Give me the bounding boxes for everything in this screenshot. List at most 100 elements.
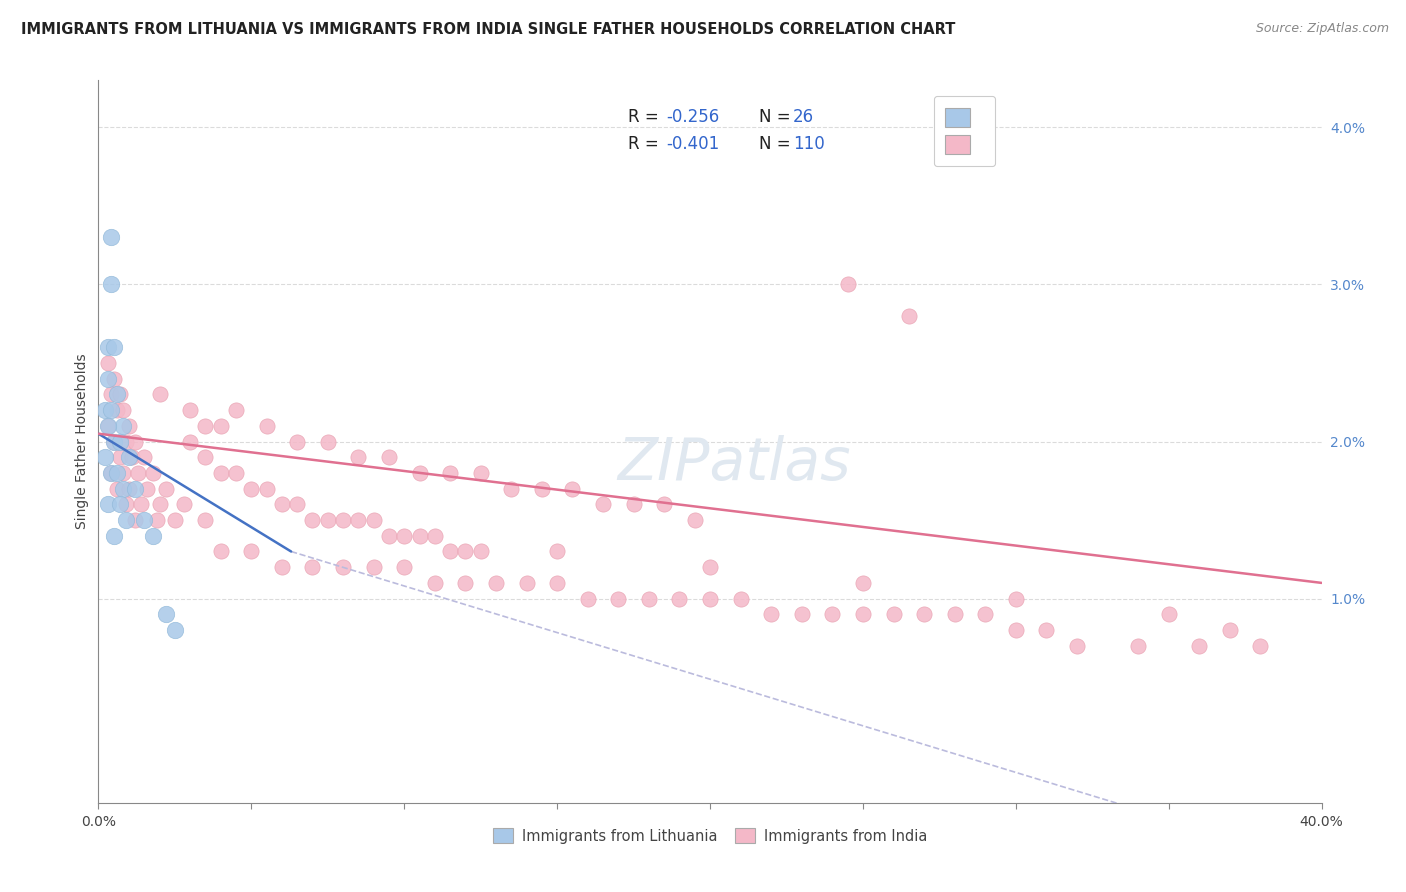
Point: [652, 497, 675, 511]
Point: [378, 450, 401, 465]
Y-axis label: Single Father Households: Single Father Households: [76, 354, 90, 529]
Point: [501, 482, 523, 496]
Point: [108, 387, 131, 401]
Point: [1188, 639, 1211, 653]
Point: [209, 466, 232, 480]
Point: [363, 560, 385, 574]
Point: [516, 575, 538, 590]
Text: -0.256: -0.256: [666, 108, 720, 126]
Point: [530, 482, 553, 496]
Point: [97, 356, 120, 370]
Point: [240, 544, 263, 558]
Point: [155, 482, 177, 496]
Point: [1035, 623, 1057, 637]
Point: [270, 560, 292, 574]
Point: [129, 497, 152, 511]
Point: [821, 607, 844, 622]
Text: N =: N =: [759, 108, 796, 126]
Point: [179, 403, 201, 417]
Point: [225, 466, 247, 480]
Point: [134, 450, 156, 465]
Point: [97, 418, 120, 433]
Point: [454, 544, 477, 558]
Point: [285, 497, 308, 511]
Point: [699, 560, 721, 574]
Point: [149, 387, 172, 401]
Point: [103, 529, 125, 543]
Point: [121, 450, 143, 465]
Point: [1219, 623, 1241, 637]
Point: [142, 466, 165, 480]
Point: [408, 529, 430, 543]
Point: [115, 434, 138, 449]
Point: [1249, 639, 1271, 653]
Point: [485, 575, 508, 590]
Point: [1128, 639, 1150, 653]
Point: [124, 513, 146, 527]
Point: [100, 277, 122, 292]
Point: [759, 607, 782, 622]
Point: [108, 450, 131, 465]
Point: [974, 607, 997, 622]
Point: [115, 497, 138, 511]
Point: [108, 497, 131, 511]
Point: [837, 277, 859, 292]
Point: [124, 482, 146, 496]
Point: [209, 544, 232, 558]
Text: -0.401: -0.401: [666, 135, 720, 153]
Point: [142, 529, 165, 543]
Point: [546, 544, 568, 558]
Point: [576, 591, 599, 606]
Point: [270, 497, 292, 511]
Point: [607, 591, 630, 606]
Point: [194, 450, 217, 465]
Point: [103, 434, 125, 449]
Point: [194, 513, 217, 527]
Point: [225, 403, 247, 417]
Point: [149, 497, 172, 511]
Point: [392, 529, 416, 543]
Point: [546, 575, 568, 590]
Point: [97, 372, 120, 386]
Point: [470, 466, 492, 480]
Point: [97, 497, 120, 511]
Point: [301, 513, 323, 527]
Point: [127, 466, 149, 480]
Point: [103, 372, 125, 386]
Point: [439, 466, 461, 480]
Point: [561, 482, 583, 496]
Point: [623, 497, 645, 511]
Point: [111, 418, 134, 433]
Point: [111, 403, 134, 417]
Point: [1004, 591, 1026, 606]
Text: N =: N =: [759, 135, 796, 153]
Point: [163, 623, 186, 637]
Point: [256, 418, 278, 433]
Point: [111, 466, 134, 480]
Point: [111, 482, 134, 496]
Point: [103, 434, 125, 449]
Point: [439, 544, 461, 558]
Point: [423, 529, 446, 543]
Point: [1004, 623, 1026, 637]
Text: ZIPatlas: ZIPatlas: [617, 434, 851, 491]
Point: [790, 607, 813, 622]
Text: 110: 110: [793, 135, 825, 153]
Point: [209, 418, 232, 433]
Point: [105, 403, 128, 417]
Point: [256, 482, 278, 496]
Point: [194, 418, 217, 433]
Point: [943, 607, 966, 622]
Point: [316, 513, 339, 527]
Point: [179, 434, 201, 449]
Point: [97, 340, 120, 354]
Text: IMMIGRANTS FROM LITHUANIA VS IMMIGRANTS FROM INDIA SINGLE FATHER HOUSEHOLDS CORR: IMMIGRANTS FROM LITHUANIA VS IMMIGRANTS …: [21, 22, 956, 37]
Point: [93, 403, 115, 417]
Point: [105, 482, 128, 496]
Point: [118, 418, 141, 433]
Point: [134, 513, 156, 527]
Point: [136, 482, 159, 496]
Point: [240, 482, 263, 496]
Point: [363, 513, 385, 527]
Point: [163, 513, 186, 527]
